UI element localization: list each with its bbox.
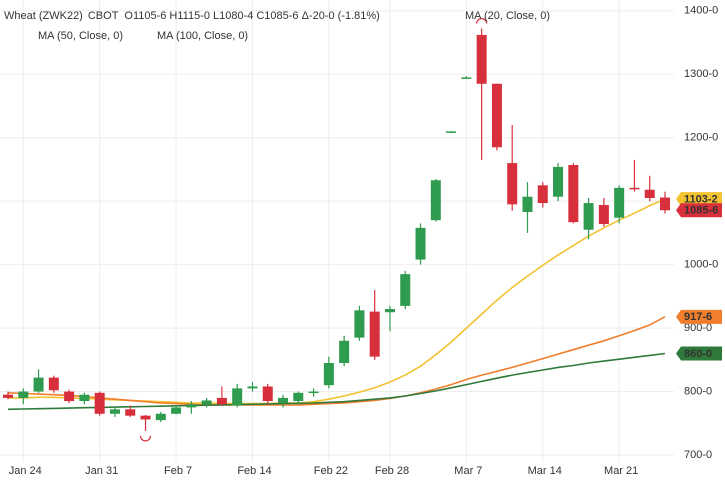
exchange: CBOT — [88, 10, 119, 22]
x-tick-label: Feb 28 — [375, 465, 409, 477]
candle-body — [629, 187, 640, 190]
candle-body — [354, 310, 365, 338]
candle-body — [232, 388, 243, 406]
candle-body — [155, 413, 166, 421]
x-tick-label: Jan 24 — [9, 465, 42, 477]
y-tick-label: 1200-0 — [684, 132, 718, 144]
quote-value: Δ-20-0 (-1.81%) — [302, 10, 380, 22]
y-tick-label: 1300-0 — [684, 68, 718, 80]
ma-tag — [676, 346, 722, 361]
candle-body — [644, 189, 655, 198]
candle-body — [522, 196, 533, 212]
candle-body — [476, 34, 487, 84]
candle-body — [140, 415, 151, 420]
candle-body — [598, 204, 609, 225]
y-tick-label: 1000-0 — [684, 259, 718, 271]
x-tick-label: Feb 7 — [164, 465, 192, 477]
x-tick-label: Feb 14 — [237, 465, 271, 477]
y-tick-label: 700-0 — [684, 449, 712, 461]
ma-tag-label: 917-6 — [684, 311, 712, 323]
candle-body — [247, 386, 258, 389]
candle-body — [614, 187, 625, 218]
candle-body — [400, 274, 411, 306]
x-tick-label: Mar 21 — [604, 465, 638, 477]
x-tick-label: Feb 22 — [314, 465, 348, 477]
x-tick-label: Mar 7 — [454, 465, 482, 477]
ma-tag — [676, 309, 722, 324]
legend-entry: MA (100, Close, 0) — [157, 30, 248, 42]
quote-value: C1085-6 — [256, 10, 298, 22]
candle-body — [308, 391, 319, 394]
legend-entry: MA (50, Close, 0) — [38, 30, 123, 42]
ma-tag — [676, 192, 722, 207]
ma-line — [7, 316, 666, 406]
candle-body — [186, 404, 197, 408]
candle-body — [79, 394, 90, 402]
candle-body — [446, 131, 457, 133]
y-tick-label: 1400-0 — [684, 5, 718, 17]
candle-body — [64, 391, 75, 402]
candle-body — [507, 163, 518, 205]
candle-body — [415, 227, 426, 260]
candle-body — [125, 409, 136, 416]
low-marker — [139, 435, 152, 442]
y-tick-label: 900-0 — [684, 322, 712, 334]
ma-line — [7, 352, 666, 411]
legend: Wheat (ZWK22) CBOT O1105-6 H1115-0 L1080-4 C1… — [4, 10, 550, 42]
ma-tag-label: 1103-2 — [684, 194, 718, 206]
candle-body — [48, 377, 59, 391]
candle-body — [537, 185, 548, 204]
quote-value: H1115-0 — [169, 10, 210, 22]
candle-body — [491, 83, 502, 148]
candle-body — [568, 165, 579, 223]
high-marker — [476, 18, 488, 24]
moving-averages — [7, 198, 666, 411]
candle-body — [216, 397, 227, 405]
symbol: Wheat (ZWK22) — [4, 10, 83, 22]
candle-body — [278, 397, 289, 403]
candle-body — [323, 363, 334, 386]
candle-body — [109, 409, 120, 414]
candle-body — [384, 309, 395, 313]
candle-body — [553, 166, 564, 197]
candle-body — [583, 203, 594, 230]
candle-body — [3, 394, 13, 398]
price-tag — [676, 203, 722, 218]
price-tag-label: 1085-6 — [684, 205, 718, 217]
candle-body — [293, 392, 304, 402]
candle-body — [339, 340, 350, 363]
candle-body — [369, 311, 380, 357]
x-tick-label: Jan 31 — [85, 465, 118, 477]
candle-body — [201, 400, 212, 405]
candle-body — [461, 77, 472, 79]
y-tick-label: 800-0 — [684, 385, 712, 397]
candle-body — [660, 197, 670, 211]
candle-body — [18, 391, 29, 398]
candle-body — [262, 386, 273, 402]
ma-tag-label: 860-0 — [684, 348, 712, 360]
candle-body — [33, 377, 44, 392]
x-tick-label: Mar 14 — [528, 465, 562, 477]
candle-body — [171, 407, 182, 414]
quote-value: O1105-6 — [124, 10, 166, 22]
quote-value: L1080-4 — [213, 10, 253, 22]
candle-body — [430, 180, 441, 221]
legend-entry: MA (20, Close, 0) — [465, 10, 550, 22]
candle-body — [94, 392, 105, 414]
axes: 700-0800-0900-01000-01100-01200-01300-01… — [9, 5, 722, 477]
candles — [3, 18, 670, 442]
